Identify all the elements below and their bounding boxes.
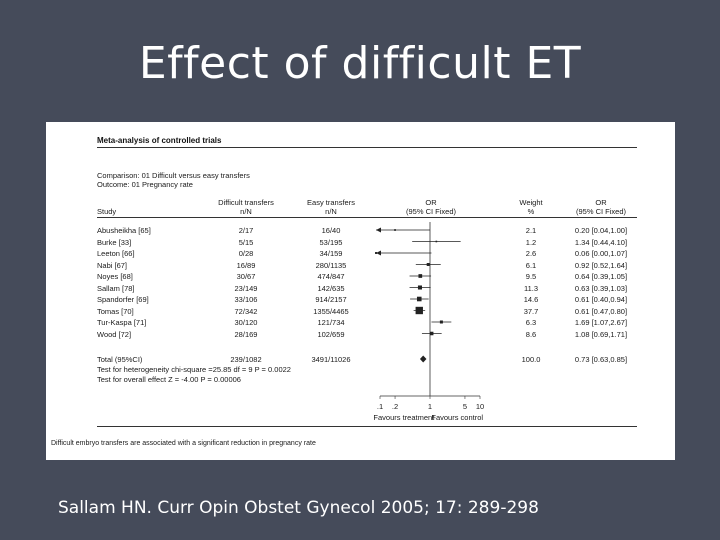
header-difficult: Difficult transfers xyxy=(218,198,274,207)
study-or-ci: 0.92 [0.52,1.64] xyxy=(574,260,628,270)
study-name: Tur-Kaspa [71] xyxy=(97,318,147,327)
study-name: Wood [72] xyxy=(97,329,132,339)
study-easy: 142/635 xyxy=(317,283,345,293)
point-estimate xyxy=(435,240,438,243)
study-or-ci: 1.69 [1.07,2.67] xyxy=(574,318,628,327)
study-difficult: 30/120 xyxy=(234,318,258,327)
total-label: Total (95%CI) xyxy=(97,355,143,364)
favours-control-label: Favours control xyxy=(431,413,483,422)
study-name: Leeton [66] xyxy=(97,249,135,258)
study-easy: 34/159 xyxy=(319,249,343,258)
heterogeneity-test: Test for heterogeneity chi-square =25.85… xyxy=(97,365,291,374)
study-weight: 6.1 xyxy=(525,260,537,270)
header-easy: Easy transfers xyxy=(307,198,355,207)
study-or-ci: 0.63 [0.39,1.03] xyxy=(574,283,628,293)
study-difficult: 5/15 xyxy=(238,237,254,247)
study-weight: 9.5 xyxy=(525,272,537,281)
study-difficult: 16/89 xyxy=(236,260,256,270)
study-weight: 37.7 xyxy=(523,306,539,316)
study-or-ci: 0.06 [0.00,1.07] xyxy=(574,249,628,258)
study-difficult: 30/67 xyxy=(236,272,256,281)
x-tick-label: 1 xyxy=(428,402,432,411)
x-tick-label: 5 xyxy=(463,402,467,411)
study-name: Nabi [67] xyxy=(97,260,128,270)
total-diamond xyxy=(419,355,427,363)
study-weight: 1.2 xyxy=(525,237,537,247)
figure-caption: Difficult embryo transfers are associate… xyxy=(51,440,316,447)
study-name: Tomas [70] xyxy=(97,306,134,316)
study-or-ci: 0.61 [0.40,0.94] xyxy=(574,295,628,304)
header-difficult-nn: n/N xyxy=(240,207,252,216)
figure-title: Meta-analysis of controlled trials xyxy=(97,136,222,145)
study-weight: 2.6 xyxy=(525,249,537,258)
point-estimate xyxy=(375,252,377,254)
study-name: Abusheikha [65] xyxy=(97,226,151,235)
header-study: Study xyxy=(97,207,117,216)
x-tick-label: .2 xyxy=(392,402,398,411)
point-estimate xyxy=(418,274,423,278)
point-estimate xyxy=(417,285,422,290)
study-difficult: 2/17 xyxy=(238,226,254,235)
study-easy: 280/1135 xyxy=(315,260,347,270)
study-easy: 121/734 xyxy=(317,318,345,327)
header-or: OR xyxy=(425,198,437,207)
study-or-ci: 0.20 [0.04,1.00] xyxy=(574,226,628,235)
header-rule xyxy=(97,217,637,218)
citation: Sallam HN. Curr Opin Obstet Gynecol 2005… xyxy=(58,498,539,518)
outcome-label: Outcome: 01 Pregnancy rate xyxy=(97,180,193,189)
overall-effect-test: Test for overall effect Z = -4.00 P = 0.… xyxy=(97,375,241,384)
study-or-ci: 0.64 [0.39,1.05] xyxy=(574,272,628,281)
header-or-ci: (95% CI Fixed) xyxy=(405,207,456,216)
favours-treatment-label: Favours treatment xyxy=(373,413,435,422)
study-weight: 8.6 xyxy=(525,329,537,339)
slide-title: Effect of difficult ET xyxy=(138,38,582,89)
study-weight: 11.3 xyxy=(523,283,539,293)
study-difficult: 28/169 xyxy=(234,329,258,339)
study-name: Burke [33] xyxy=(97,237,132,247)
total-difficult: 239/1082 xyxy=(230,355,262,364)
header-weight: Weight xyxy=(519,198,543,207)
study-difficult: 23/149 xyxy=(234,283,258,293)
study-weight: 6.3 xyxy=(525,318,537,327)
study-name: Spandorfer [69] xyxy=(97,295,149,304)
header-or-value: OR xyxy=(595,198,607,207)
study-or-ci: 0.61 [0.47,0.80] xyxy=(574,306,628,316)
study-weight: 14.6 xyxy=(523,295,539,304)
point-estimate xyxy=(426,263,430,266)
study-weight: 2.1 xyxy=(525,226,537,235)
study-or-ci: 1.34 [0.44,4.10] xyxy=(574,237,628,247)
bottom-rule xyxy=(97,426,637,427)
ci-arrow xyxy=(376,227,381,233)
total-weight: 100.0 xyxy=(521,355,541,364)
title-rule xyxy=(97,147,637,148)
ci-arrow xyxy=(376,250,381,256)
total-or-ci: 0.73 [0.63,0.85] xyxy=(574,355,628,364)
study-difficult: 0/28 xyxy=(238,249,254,258)
header-weight-pct: % xyxy=(527,207,535,216)
study-easy: 1355/4465 xyxy=(313,306,349,316)
study-difficult: 72/342 xyxy=(234,306,258,316)
x-tick-label: .1 xyxy=(377,402,383,411)
study-easy: 53/195 xyxy=(319,237,343,247)
header-easy-nn: n/N xyxy=(325,207,337,216)
point-estimate xyxy=(439,320,443,324)
comparison-label: Comparison: 01 Difficult versus easy tra… xyxy=(97,171,250,180)
forest-plot-figure: Meta-analysis of controlled trials Compa… xyxy=(46,122,675,460)
point-estimate xyxy=(429,331,434,336)
study-name: Noyes [68] xyxy=(97,272,133,281)
point-estimate xyxy=(394,229,396,231)
point-estimate xyxy=(416,296,422,302)
study-easy: 102/659 xyxy=(317,329,345,339)
study-or-ci: 1.08 [0.69,1.71] xyxy=(574,329,628,339)
study-easy: 914/2157 xyxy=(315,295,347,304)
header-or-value-ci: (95% CI Fixed) xyxy=(575,207,626,216)
study-easy: 16/40 xyxy=(321,226,341,235)
study-name: Sallam [78] xyxy=(97,283,135,293)
x-tick-label: 10 xyxy=(476,402,484,411)
point-estimate xyxy=(415,306,423,315)
study-easy: 474/847 xyxy=(317,272,345,281)
study-difficult: 33/106 xyxy=(234,295,258,304)
total-easy: 3491/11026 xyxy=(311,355,351,364)
